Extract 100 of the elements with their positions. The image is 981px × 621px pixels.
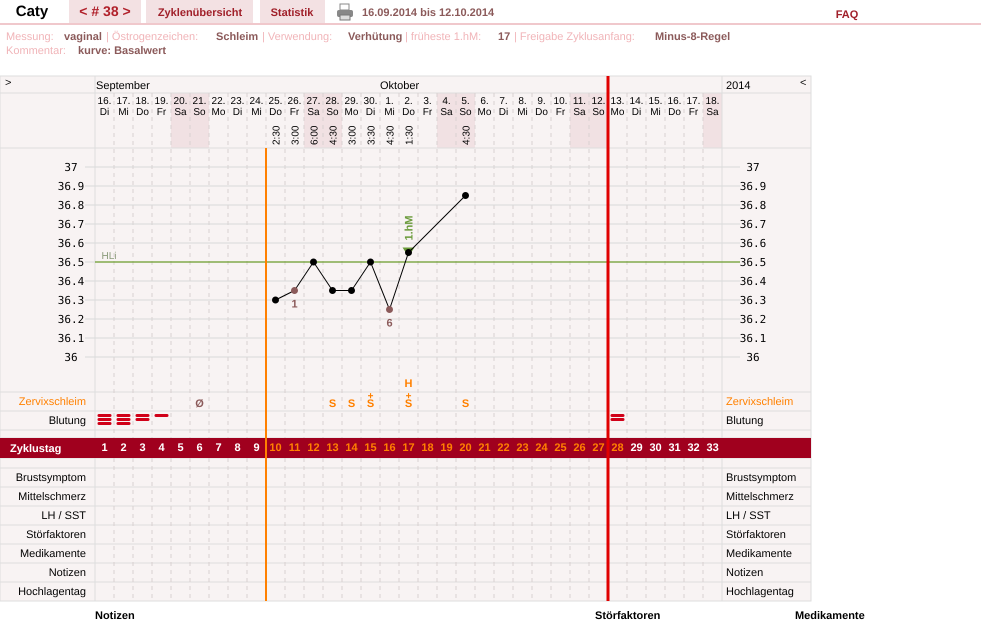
text: Störfaktoren — [595, 610, 660, 621]
text: LH / SST — [41, 510, 86, 522]
annotation: 1.hM — [404, 215, 416, 240]
text: H — [404, 378, 413, 390]
text: Messung: — [6, 31, 54, 43]
point — [348, 287, 355, 294]
x-tick-label: 22. Mo — [212, 96, 226, 118]
text: kurve: Basalwert — [78, 45, 166, 57]
y2-tick-label: 36.5 — [740, 256, 766, 269]
x2-tick-label: 21 — [478, 442, 491, 454]
text: Ø — [195, 398, 204, 410]
text: Medikamente — [795, 610, 865, 621]
x2-tick-label: 29 — [630, 442, 643, 454]
text: Kommentar: — [6, 45, 66, 57]
x2-tick-label: 25 — [554, 442, 567, 454]
x-tick-label: 21. So — [192, 96, 206, 118]
text: Verhütung — [348, 31, 402, 43]
x-tick-label: 19. Fr — [154, 96, 168, 118]
x-tick-label: 18. Do — [136, 96, 150, 118]
x-tick-label: 28. So — [326, 96, 340, 118]
text: Störfaktoren — [726, 529, 786, 541]
text: Minus-8-Regel — [655, 31, 730, 43]
text: S — [348, 398, 356, 410]
x2-tick-label: 12 — [307, 442, 320, 454]
text: Statistik — [270, 7, 314, 19]
x-tick-label: 18. Sa — [706, 96, 720, 118]
x-tick-label: 7. Di — [498, 96, 508, 118]
y2-tick-label: 36 — [746, 351, 760, 364]
x-tick-label: 1. Mi — [384, 96, 395, 118]
text: Brustsymptom — [16, 472, 86, 484]
x-tick-label: 2. Do — [402, 96, 416, 118]
x-tick-label: 4. Sa — [440, 96, 454, 118]
x-tick-label: 17. Fr — [686, 96, 700, 118]
text: Medikamente — [20, 548, 86, 560]
y2-tick-label: 36.1 — [740, 332, 766, 345]
text: Blutung — [726, 415, 764, 427]
point — [272, 296, 279, 304]
point — [462, 192, 469, 199]
text: Caty — [16, 3, 49, 20]
text: Blutung — [48, 415, 86, 427]
x2-tick-label: 15 — [364, 442, 377, 454]
text: 6:00 — [310, 125, 320, 145]
text: Zervixschleim — [18, 396, 86, 408]
y2-tick-label: 36.8 — [740, 199, 766, 212]
point — [367, 258, 374, 266]
x2-tick-label: 32 — [687, 442, 700, 454]
text: 4:30 — [386, 125, 396, 145]
x2-tick-label: 20 — [459, 442, 472, 454]
x2-tick-label: 33 — [706, 442, 719, 454]
x-tick-label: 23. Di — [230, 96, 244, 118]
text: 4:30 — [462, 125, 472, 145]
y-tick-label: 36.8 — [58, 199, 84, 212]
y-tick-label: 36.9 — [58, 180, 84, 193]
y-tick-label: 36.5 — [58, 256, 84, 269]
x-tick-label: 14. Di — [630, 96, 644, 118]
text: 1:30 — [404, 125, 416, 145]
x2-tick-label: 7 — [215, 442, 222, 454]
text: LH / SST — [726, 510, 771, 522]
x2-tick-label: 1 — [101, 442, 108, 454]
text: Notizen — [726, 567, 764, 579]
x-tick-label: 5. So — [459, 96, 472, 118]
text: Zervixschleim — [726, 396, 794, 408]
y2-tick-label: 36.2 — [740, 313, 766, 326]
x2-tick-label: 3 — [139, 442, 146, 454]
x-tick-label: 6. Mo — [478, 96, 492, 118]
text: Brustsymptom — [726, 472, 796, 484]
text: < — [800, 77, 806, 89]
x2-tick-label: 30 — [649, 442, 662, 454]
y2-tick-label: 36.3 — [740, 294, 766, 307]
text: S — [328, 398, 336, 410]
text: S — [462, 398, 470, 410]
ref-line-label: HLi — [101, 251, 117, 262]
text: 3:00 — [348, 125, 358, 145]
y2-tick-label: 36.4 — [740, 275, 767, 288]
x2-tick-label: 22 — [497, 442, 510, 454]
text: > — [5, 77, 12, 89]
annotation: 1 — [291, 298, 298, 310]
x2-tick-label: 2 — [120, 442, 127, 454]
x2-tick-label: 13 — [326, 442, 339, 454]
x-tick-label: 11. Sa — [572, 96, 586, 118]
x-tick-label: 16. Di — [98, 96, 112, 118]
text: September — [96, 80, 150, 92]
text: < # 38 > — [79, 3, 131, 19]
x-tick-label: 9. Do — [535, 96, 548, 118]
x2-tick-label: 24 — [535, 442, 549, 454]
text: 17 — [498, 31, 510, 43]
x-tick-label: 16. Do — [668, 96, 682, 118]
x2-tick-label: 5 — [177, 442, 184, 454]
y-tick-label: 36.1 — [58, 332, 84, 345]
x2-tick-label: 10 — [269, 442, 282, 454]
y-tick-label: 36.7 — [58, 218, 84, 231]
x-tick-label: 24. Mi — [250, 96, 264, 118]
x-tick-label: 25. Do — [268, 96, 282, 118]
x-tick-label: 3. Fr — [422, 96, 433, 118]
text: Mittelschmerz — [18, 491, 86, 503]
text: | früheste 1.hM: — [405, 31, 482, 43]
point — [329, 287, 336, 294]
point — [291, 287, 298, 294]
x2-tick-label: 4 — [158, 442, 166, 454]
text: Medikamente — [726, 548, 792, 560]
